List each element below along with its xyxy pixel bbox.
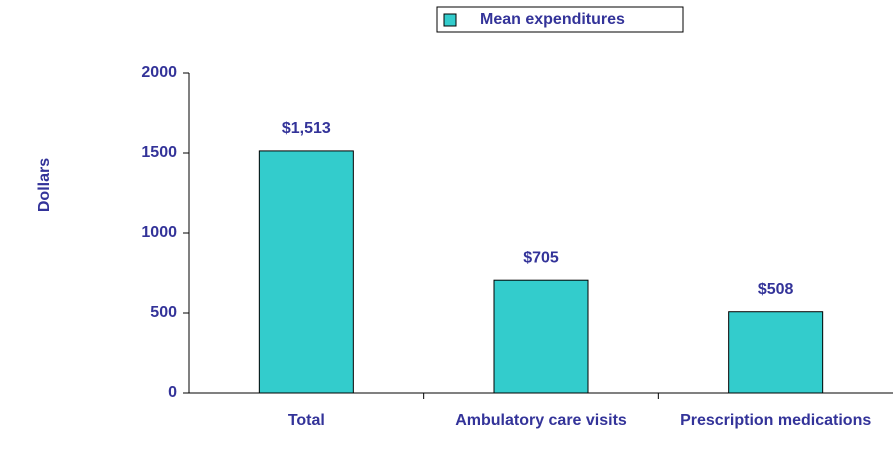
x-tick-label: Total <box>288 412 325 429</box>
y-tick-label: 0 <box>168 384 177 401</box>
y-tick-label: 1500 <box>141 144 177 161</box>
y-axis-label: Dollars <box>36 158 53 212</box>
legend-box <box>436 6 684 33</box>
legend-label: Mean expenditures <box>480 11 625 28</box>
bar <box>728 311 824 394</box>
y-tick-label: 500 <box>150 304 177 321</box>
x-tick-label: Prescription medications <box>680 412 871 429</box>
value-label: $508 <box>758 281 794 298</box>
value-label: $705 <box>523 249 559 266</box>
y-tick-label: 1000 <box>141 224 177 241</box>
value-label: $1,513 <box>282 120 331 137</box>
bar <box>258 150 354 394</box>
y-tick-label: 2000 <box>141 64 177 81</box>
legend-swatch <box>443 13 457 27</box>
x-tick-label: Ambulatory care visits <box>455 412 627 429</box>
bar <box>493 279 589 394</box>
